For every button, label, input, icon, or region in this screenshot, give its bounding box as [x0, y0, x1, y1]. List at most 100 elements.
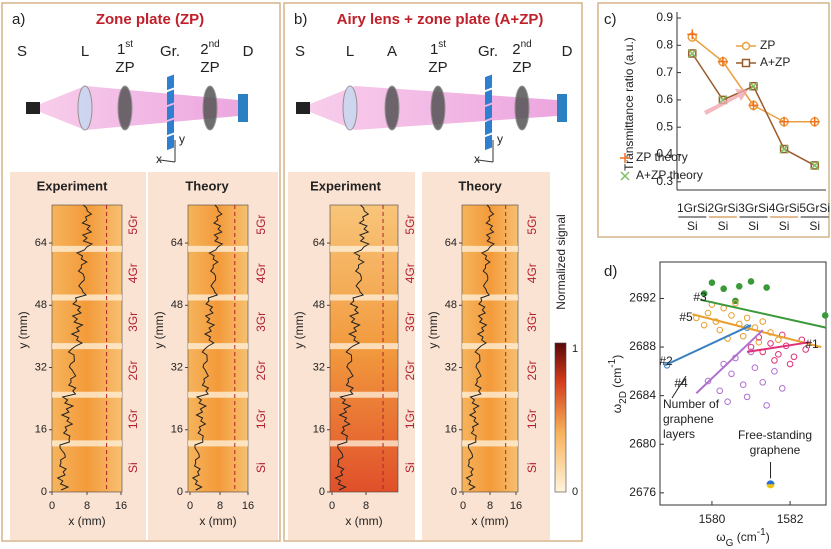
point — [704, 309, 712, 317]
detector — [557, 94, 567, 122]
y-tick-label: 32 — [313, 361, 325, 373]
profile-curve — [334, 204, 370, 491]
layer-boundary — [330, 391, 398, 398]
lens — [77, 85, 93, 131]
y-tick-label: 64 — [445, 237, 457, 249]
setup-label: Gr. — [478, 43, 498, 60]
grating — [167, 89, 174, 106]
colorbar-label: Normalized signal — [554, 214, 568, 309]
legend-marker — [620, 153, 630, 163]
point — [700, 290, 708, 297]
layer-label: 3Gr — [525, 312, 539, 332]
note-free: graphene — [750, 443, 801, 457]
panel-label: b) — [294, 11, 307, 28]
legend-marker — [741, 41, 751, 51]
layer-boundary — [188, 343, 248, 350]
setup-label: Gr. — [160, 43, 180, 60]
x-axis-label-part: G — [726, 538, 734, 549]
setup-label-main: 1 — [430, 41, 438, 58]
point — [779, 144, 789, 154]
x-axis-label-part: ω — [716, 530, 725, 544]
x-tick-sublabel: Si — [779, 219, 790, 233]
y-axis-label: y (mm) — [152, 311, 166, 348]
setup-label-sup: nd — [209, 39, 220, 50]
y-axis-label: y (mm) — [292, 311, 306, 348]
point — [771, 368, 778, 375]
layer-label: 2Gr — [254, 360, 268, 380]
x-tick-label: 2GrSi — [708, 201, 739, 215]
setup-label: 2nd — [512, 39, 531, 58]
layer-boundary — [52, 245, 122, 252]
layer-label: 4Gr — [403, 263, 417, 283]
x-tick-label: 16 — [242, 500, 254, 512]
y-tick-label: 16 — [35, 424, 47, 436]
y-tick-label: 48 — [313, 299, 325, 311]
layer-label: 5Gr — [254, 215, 268, 235]
y-axis-label-part: ω — [610, 404, 624, 413]
legend-marker — [620, 171, 630, 181]
lens — [514, 85, 530, 131]
layer-boundary — [462, 343, 518, 350]
layer-boundary — [462, 245, 518, 252]
note-layers: layers — [663, 427, 695, 441]
y-axis-label: y (mm) — [16, 311, 30, 348]
grating — [485, 104, 492, 121]
x-tick-label: 16 — [115, 500, 127, 512]
layer-label: 5Gr — [403, 215, 417, 235]
y-tick-label: 0 — [319, 486, 325, 498]
panel-label: c) — [604, 11, 617, 28]
y-tick-label: 0 — [451, 486, 457, 498]
axis-letter: y — [497, 132, 503, 146]
setup-label-line2: ZP — [200, 59, 219, 76]
point — [775, 336, 782, 344]
setup-label: 1st — [117, 39, 133, 58]
setup-label: L — [81, 43, 89, 60]
setup-label-sup: nd — [521, 39, 532, 50]
y-tick-label: 0.9 — [656, 10, 673, 24]
annotation: #3 — [693, 290, 707, 304]
x-tick-label: 0 — [329, 500, 335, 512]
y-tick-label: 16 — [313, 424, 325, 436]
y-tick-label: 0.3 — [656, 174, 673, 188]
annotation: #2 — [659, 354, 673, 368]
point — [763, 284, 770, 291]
point — [688, 49, 697, 58]
y-tick-label: 32 — [171, 361, 183, 373]
note-layers: graphene — [663, 412, 714, 426]
layer-label: 1Gr — [254, 409, 268, 429]
legend-label: ZP — [760, 38, 775, 52]
setup-label-main: 1 — [117, 41, 125, 58]
point — [687, 29, 698, 40]
map-title: Experiment — [37, 178, 108, 193]
x-axis-label-part: ) — [766, 530, 770, 544]
layer-boundary — [462, 294, 518, 301]
axis-letter: x — [156, 152, 162, 166]
x-tick-sublabel: Si — [718, 219, 729, 233]
setup-label: S — [17, 43, 27, 60]
note-free: Free-standing — [738, 428, 812, 442]
y-axis-label-part: (cm — [610, 368, 624, 391]
x-tick-sublabel: Si — [809, 219, 820, 233]
point — [767, 340, 774, 347]
colorbar-max: 1 — [572, 343, 578, 355]
setup-label-line2: ZP — [428, 59, 447, 76]
panel-a-frame — [1, 2, 281, 542]
axis-arrow — [159, 159, 176, 163]
y-tick-label: 32 — [445, 361, 457, 373]
layer-label: Si — [126, 462, 140, 473]
panel-title: Zone plate (ZP) — [96, 11, 204, 28]
point — [663, 361, 671, 369]
y-tick-label: 64 — [171, 237, 183, 249]
plot-frame — [659, 261, 827, 506]
grating — [167, 119, 174, 136]
y-tick-label: 16 — [171, 424, 183, 436]
layer-label: 3Gr — [254, 312, 268, 332]
point — [724, 398, 731, 406]
point — [748, 81, 759, 91]
grating — [167, 74, 174, 91]
colorbar-min: 0 — [572, 486, 578, 498]
setup-label: L — [346, 43, 354, 60]
point — [728, 312, 735, 319]
panel-b-frame — [283, 2, 583, 542]
layer-boundary — [188, 245, 248, 252]
